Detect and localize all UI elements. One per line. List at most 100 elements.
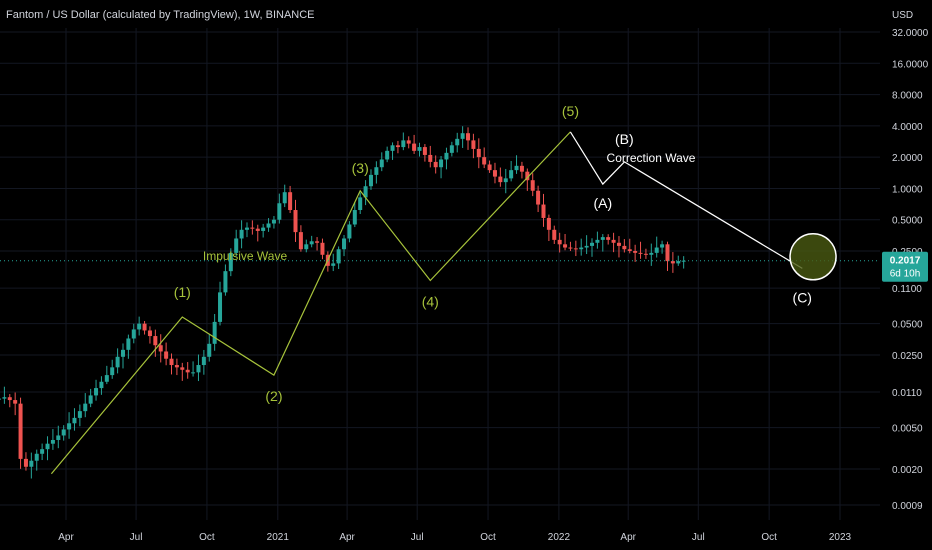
candle-body <box>207 343 212 357</box>
x-tick-label: Apr <box>339 532 355 543</box>
candle-body <box>449 145 454 153</box>
candle-body <box>0 398 1 400</box>
candle-body <box>590 242 595 246</box>
y-tick-label: 1.0000 <box>892 184 923 195</box>
y-tick-label: 16.0000 <box>892 59 929 70</box>
candle-body <box>649 252 654 255</box>
candle-body <box>277 203 282 220</box>
candle-body <box>271 219 276 224</box>
candle-body <box>342 238 347 250</box>
candle-body <box>368 174 373 187</box>
candle-body <box>153 336 158 346</box>
impulsive-wave-label: Impulsive Wave <box>203 249 288 263</box>
candle-body <box>374 167 379 175</box>
candle-body <box>234 238 239 253</box>
x-tick-label: Oct <box>761 532 777 543</box>
candle-body <box>466 133 471 141</box>
candle-body <box>579 247 584 250</box>
candle-body <box>201 356 206 366</box>
candle-body <box>320 242 325 255</box>
candle-body <box>158 345 163 352</box>
candle-body <box>331 263 336 266</box>
wave-4-label: (4) <box>422 294 439 310</box>
y-tick-label: 0.0009 <box>892 501 923 512</box>
y-tick-label: 0.5000 <box>892 216 923 227</box>
candle-body <box>395 145 400 148</box>
candle-body <box>239 229 244 239</box>
candle-body <box>120 349 125 357</box>
candle-body <box>29 460 34 467</box>
x-tick-label: Oct <box>480 532 496 543</box>
candle-body <box>147 330 152 337</box>
candle-body <box>23 458 28 467</box>
candle-body <box>428 154 433 162</box>
candle-body <box>401 140 406 148</box>
candle-body <box>131 329 136 339</box>
candle-body <box>223 271 228 293</box>
candle-body <box>347 224 352 239</box>
candle-body <box>174 365 179 368</box>
candle-body <box>514 165 519 171</box>
candle-body <box>336 249 341 264</box>
x-tick-label: Apr <box>620 532 636 543</box>
candle-body <box>482 157 487 165</box>
candle-body <box>164 351 169 359</box>
candle-body <box>104 375 109 382</box>
candle-body <box>541 204 546 218</box>
candle-body <box>61 429 66 436</box>
x-tick-label: 2022 <box>548 532 571 543</box>
candle-body <box>250 227 255 229</box>
candle-body <box>606 237 611 240</box>
y-tick-label: 0.0500 <box>892 320 923 331</box>
candle-body <box>519 165 524 172</box>
candle-body <box>611 239 616 243</box>
candle-body <box>455 138 460 146</box>
candle-body <box>670 261 675 264</box>
y-tick-label: 0.0050 <box>892 424 923 435</box>
candle-body <box>509 170 514 179</box>
y-tick-label: 0.0250 <box>892 351 923 362</box>
candle-body <box>282 192 287 204</box>
correction-wave-line <box>569 131 803 269</box>
candle-body <box>638 252 643 254</box>
candle-body <box>191 372 196 374</box>
candle-body <box>422 147 427 155</box>
candle-body <box>654 247 659 253</box>
candle-body <box>471 140 476 149</box>
candle-body <box>99 381 104 389</box>
candle-body <box>196 365 201 373</box>
x-tick-label: Jul <box>692 532 705 543</box>
candle-body <box>525 171 530 181</box>
candle-body <box>255 228 260 231</box>
candle-body <box>72 417 77 424</box>
candle-body <box>492 170 497 177</box>
candle-body <box>126 338 131 350</box>
candle-body <box>584 245 589 248</box>
candle-body <box>633 251 638 253</box>
candle-body <box>110 367 115 376</box>
chart-title: Fantom / US Dollar (calculated by Tradin… <box>6 9 315 21</box>
x-tick-label: Apr <box>58 532 74 543</box>
candle-body <box>352 210 357 225</box>
candle-body <box>45 443 50 450</box>
candle-body <box>439 159 444 168</box>
candle-body <box>530 180 535 191</box>
candle-body <box>552 229 557 240</box>
candle-body <box>309 241 314 245</box>
candle-body <box>433 161 438 168</box>
candle-body <box>622 245 627 250</box>
candle-body <box>568 247 573 249</box>
impulse-wave-line <box>50 131 571 475</box>
candle-body <box>266 223 271 228</box>
candle-body <box>460 133 465 139</box>
candle-body <box>83 403 88 412</box>
candle-body <box>503 178 508 183</box>
y-tick-label: 8.0000 <box>892 91 923 102</box>
candle-body <box>2 397 7 399</box>
candle-body <box>56 435 61 440</box>
candle-body <box>185 369 190 373</box>
candle-body <box>417 147 422 151</box>
candle-body <box>487 164 492 171</box>
candle-body <box>218 292 223 322</box>
